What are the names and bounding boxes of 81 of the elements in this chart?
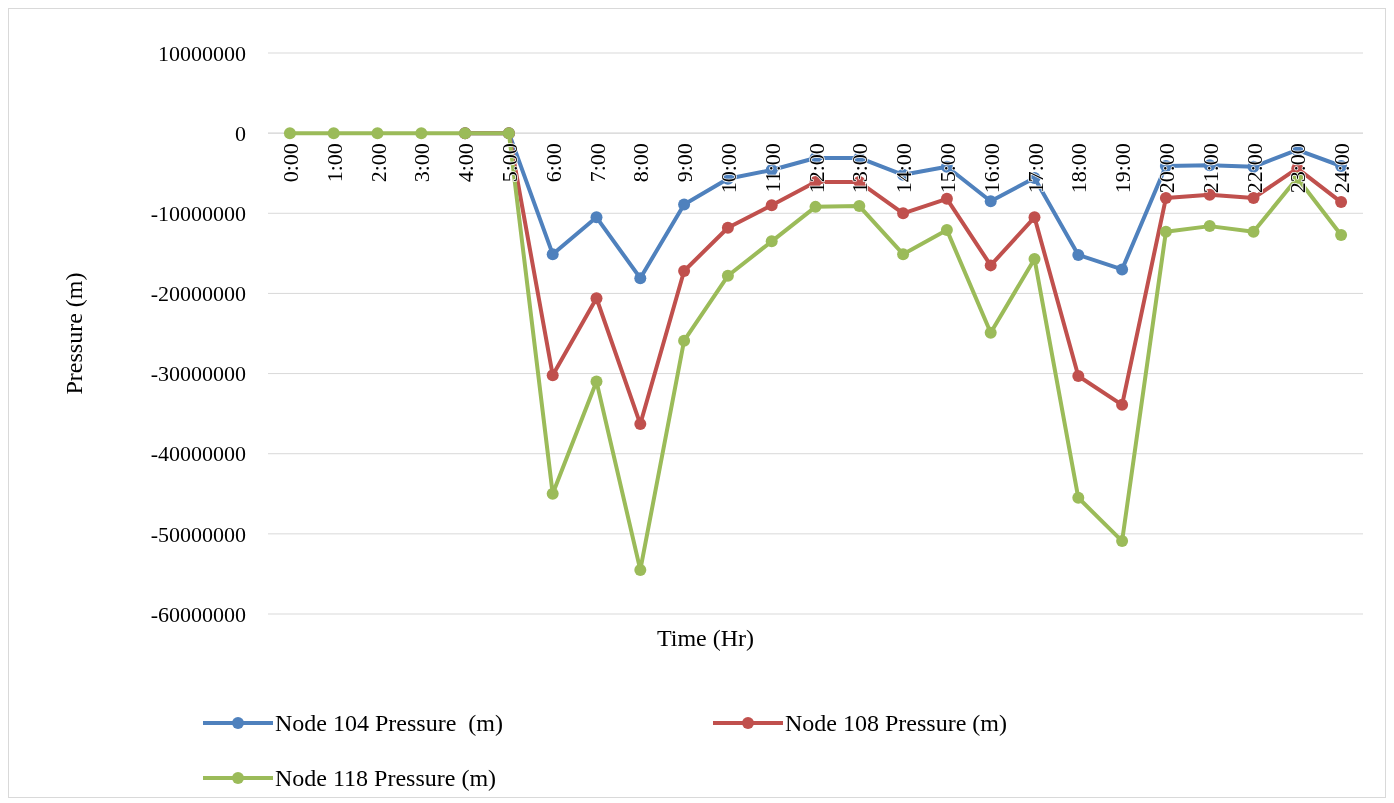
point bbox=[984, 259, 997, 272]
point bbox=[984, 195, 997, 208]
x-tick-label: 19:00 bbox=[1110, 143, 1136, 194]
y-tick-label: 0 bbox=[235, 120, 246, 146]
point bbox=[590, 292, 603, 305]
point bbox=[1072, 369, 1085, 382]
point bbox=[1335, 196, 1348, 209]
point bbox=[678, 334, 691, 347]
legend-label: Node 108 Pressure (m) bbox=[785, 710, 1007, 737]
x-tick-label: 13:00 bbox=[847, 143, 873, 194]
point bbox=[1247, 225, 1260, 238]
point bbox=[634, 272, 647, 285]
x-tick-label: 14:00 bbox=[891, 143, 917, 194]
x-tick-label: 12:00 bbox=[803, 143, 829, 194]
point bbox=[678, 198, 691, 211]
point bbox=[283, 127, 296, 140]
x-tick-label: 21:00 bbox=[1197, 143, 1223, 194]
x-tick-label: 15:00 bbox=[934, 143, 960, 194]
x-tick-label: 0:00 bbox=[277, 143, 303, 183]
x-tick-label: 17:00 bbox=[1022, 143, 1048, 194]
legend-label: Node 104 Pressure (m) bbox=[275, 710, 503, 737]
point bbox=[546, 248, 559, 261]
point bbox=[371, 127, 384, 140]
point bbox=[853, 200, 866, 213]
point bbox=[940, 192, 953, 205]
x-tick-label: 10:00 bbox=[715, 143, 741, 194]
x-tick-label: 23:00 bbox=[1285, 143, 1311, 194]
x-tick-label: 24:00 bbox=[1329, 143, 1355, 194]
point bbox=[1116, 263, 1129, 276]
point bbox=[897, 248, 910, 261]
point bbox=[984, 326, 997, 339]
y-tick-label: -60000000 bbox=[150, 601, 246, 627]
y-tick-label: -30000000 bbox=[150, 361, 246, 387]
x-tick-label: 22:00 bbox=[1241, 143, 1267, 194]
y-tick-label: -50000000 bbox=[150, 521, 246, 547]
x-tick-label: 8:00 bbox=[628, 143, 654, 183]
point bbox=[940, 224, 953, 237]
x-tick-label: 11:00 bbox=[759, 143, 785, 193]
point bbox=[546, 369, 559, 382]
x-tick-label: 5:00 bbox=[496, 143, 522, 183]
point bbox=[1335, 228, 1348, 241]
point bbox=[1028, 252, 1041, 265]
x-tick-label: 6:00 bbox=[540, 143, 566, 183]
point bbox=[634, 418, 647, 431]
point bbox=[327, 127, 340, 140]
y-tick-label: -40000000 bbox=[150, 441, 246, 467]
y-tick-label: -20000000 bbox=[150, 281, 246, 307]
x-tick-label: 16:00 bbox=[978, 143, 1004, 194]
x-tick-label: 4:00 bbox=[453, 143, 479, 183]
point bbox=[590, 375, 603, 388]
point bbox=[765, 235, 778, 248]
x-tick-label: 2:00 bbox=[365, 143, 391, 183]
point bbox=[1159, 225, 1172, 238]
x-tick-label: 3:00 bbox=[409, 143, 435, 183]
y-axis-title: Pressure (m) bbox=[61, 272, 87, 395]
x-tick-label: 18:00 bbox=[1066, 143, 1092, 194]
point bbox=[1072, 248, 1085, 261]
x-tick-label: 7:00 bbox=[584, 143, 610, 183]
point bbox=[1116, 398, 1129, 411]
point bbox=[590, 211, 603, 224]
point bbox=[721, 221, 734, 234]
point bbox=[546, 487, 559, 500]
x-tick-label: 20:00 bbox=[1153, 143, 1179, 194]
point bbox=[415, 127, 428, 140]
point bbox=[721, 269, 734, 282]
point bbox=[765, 199, 778, 212]
point bbox=[809, 200, 822, 213]
y-tick-label: 10000000 bbox=[158, 40, 246, 66]
legend-label: Node 118 Pressure (m) bbox=[275, 765, 497, 792]
point bbox=[897, 207, 910, 220]
y-tick-label: -10000000 bbox=[150, 200, 246, 226]
point bbox=[1247, 192, 1260, 205]
point bbox=[1072, 491, 1085, 504]
point bbox=[1203, 220, 1216, 233]
point bbox=[1159, 192, 1172, 205]
point bbox=[678, 264, 691, 277]
x-axis-title: Time (Hr) bbox=[656, 625, 755, 651]
point bbox=[1116, 535, 1129, 548]
point bbox=[1028, 211, 1041, 224]
x-tick-label: 9:00 bbox=[672, 143, 698, 183]
x-tick-label: 1:00 bbox=[321, 143, 347, 183]
